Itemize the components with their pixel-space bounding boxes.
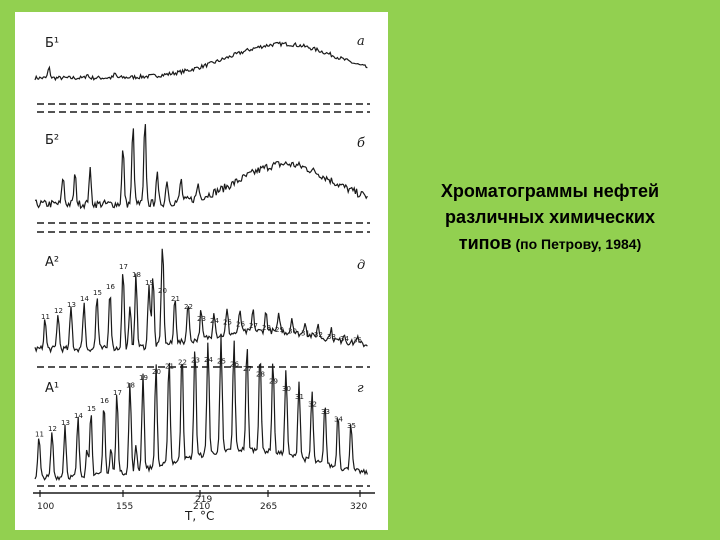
panel-d-peak-label: 18 bbox=[126, 381, 135, 389]
caption-reference: (по Петрову, 1984) bbox=[511, 236, 642, 252]
panel-c-peak-label: 11 bbox=[41, 313, 50, 321]
panel-d-peak-label: 25 bbox=[217, 357, 226, 365]
axis-extra-tick: 219 bbox=[195, 495, 212, 505]
panel-d-peak-label: 22 bbox=[178, 359, 187, 367]
panel-d-peak-label: 12 bbox=[48, 425, 57, 433]
panel-d-peak-label: 14 bbox=[74, 412, 83, 420]
panel-d-peak-label: 24 bbox=[204, 356, 213, 364]
panel-d-peak-label: 11 bbox=[35, 430, 44, 438]
panel-c-peak-label: 20 bbox=[158, 287, 167, 295]
baseline-dashes bbox=[37, 103, 370, 487]
panel-c-peak-label: 14 bbox=[80, 295, 89, 303]
panel-d-peak-label: 26 bbox=[230, 360, 239, 368]
panel-c-peak-label: 19 bbox=[145, 279, 154, 287]
panel-d-peak-label: 23 bbox=[191, 357, 200, 365]
axis-tick-label: 155 bbox=[116, 502, 133, 512]
panel-c-peak-label: 32 bbox=[314, 331, 323, 339]
trace-panel-c bbox=[34, 248, 368, 354]
caption-line-1: Хроматограммы нефтей bbox=[440, 181, 660, 201]
peak-labels: 11 12 13 14 15 16 17 18 19 20 21 22 23 24 25 26 27 28 29 30… bbox=[35, 263, 362, 438]
panel-c-peak-label: 26 bbox=[236, 320, 245, 328]
axis-tick-label: 210 bbox=[193, 502, 210, 512]
caption-line-3: типов (по Петрову, 1984) bbox=[395, 230, 705, 257]
panel-c-peak-label: 18 bbox=[132, 271, 141, 279]
panel-c-peak-label: 12 bbox=[54, 307, 63, 315]
panel-d-peak-label: 30 bbox=[282, 385, 291, 393]
panel-d-peak-label: 29 bbox=[269, 378, 278, 386]
panel-d-peak-label: 27 bbox=[243, 365, 252, 373]
caption-line-2: различных химических bbox=[445, 207, 655, 227]
panel-d-type-label: А¹ bbox=[45, 381, 59, 396]
axis-tick-label: 320 bbox=[350, 502, 367, 512]
chromatogram-svg: Б¹ а Б² б А² д А¹ г 11 12 13 14 15 16 17 18 19 20… bbox=[33, 34, 375, 523]
panel-d-peak-label: 35 bbox=[347, 422, 356, 430]
panel-d-letter: г bbox=[357, 381, 364, 396]
panel-c-type-label: А² bbox=[45, 255, 59, 270]
slide-caption: Хроматограммы нефтей различных химически… bbox=[395, 178, 705, 257]
panel-b-letter: б bbox=[357, 136, 365, 151]
axis-label: T, °C bbox=[184, 509, 214, 523]
panel-d-peak-label: 34 bbox=[334, 415, 343, 423]
trace-panel-b bbox=[34, 124, 368, 210]
trace-panel-a bbox=[34, 41, 368, 82]
panel-c-peak-label: 34 bbox=[340, 335, 349, 343]
panel-b-type-label: Б² bbox=[45, 133, 59, 148]
panel-c-peak-label: 30 bbox=[288, 328, 297, 336]
panel-c-peak-label: 21 bbox=[171, 295, 180, 303]
panel-a-letter: а bbox=[357, 34, 365, 49]
temperature-axis bbox=[33, 490, 375, 497]
panel-c-peak-label: 35 bbox=[353, 337, 362, 345]
panel-d-peak-label: 21 bbox=[165, 363, 174, 371]
panel-c-letter: д bbox=[357, 258, 365, 273]
panel-d-peak-label: 19 bbox=[139, 374, 148, 382]
panel-c-peak-label: 22 bbox=[184, 303, 193, 311]
panel-d-peak-label: 32 bbox=[308, 401, 317, 409]
panel-c-peak-label: 33 bbox=[327, 333, 336, 341]
panel-c-peak-label: 28 bbox=[262, 324, 271, 332]
panel-c-peak-label: 27 bbox=[249, 322, 258, 330]
trace-panel-d bbox=[34, 336, 368, 482]
panel-d-peak-label: 15 bbox=[87, 405, 96, 413]
panel-d-peak-label: 17 bbox=[113, 389, 122, 397]
panel-d-peak-label: 28 bbox=[256, 371, 265, 379]
panel-c-peak-label: 15 bbox=[93, 289, 102, 297]
axis-tick-label: 100 bbox=[37, 502, 54, 512]
panel-c-peak-label: 24 bbox=[210, 317, 219, 325]
panel-c-peak-label: 17 bbox=[119, 263, 128, 271]
panel-c-peak-label: 16 bbox=[106, 283, 115, 291]
chromatogram-figure: Б¹ а Б² б А² д А¹ г 11 12 13 14 15 16 17 18 19 20… bbox=[15, 12, 388, 530]
panel-d-peak-label: 33 bbox=[321, 408, 330, 416]
caption-line-3-main: типов bbox=[458, 233, 512, 253]
panel-c-peak-label: 29 bbox=[275, 326, 284, 334]
panel-d-peak-label: 20 bbox=[152, 368, 161, 376]
panel-c-peak-label: 23 bbox=[197, 315, 206, 323]
panel-c-peak-label: 13 bbox=[67, 301, 76, 309]
chromatogram-traces bbox=[34, 41, 368, 482]
axis-tick-label: 265 bbox=[260, 502, 277, 512]
panel-d-peak-label: 13 bbox=[61, 419, 70, 427]
panel-c-peak-label: 31 bbox=[301, 329, 310, 337]
panel-d-peak-label: 31 bbox=[295, 393, 304, 401]
panel-c-peak-label: 25 bbox=[223, 319, 232, 327]
panel-d-peak-label: 16 bbox=[100, 397, 109, 405]
panel-a-type-label: Б¹ bbox=[45, 36, 59, 51]
